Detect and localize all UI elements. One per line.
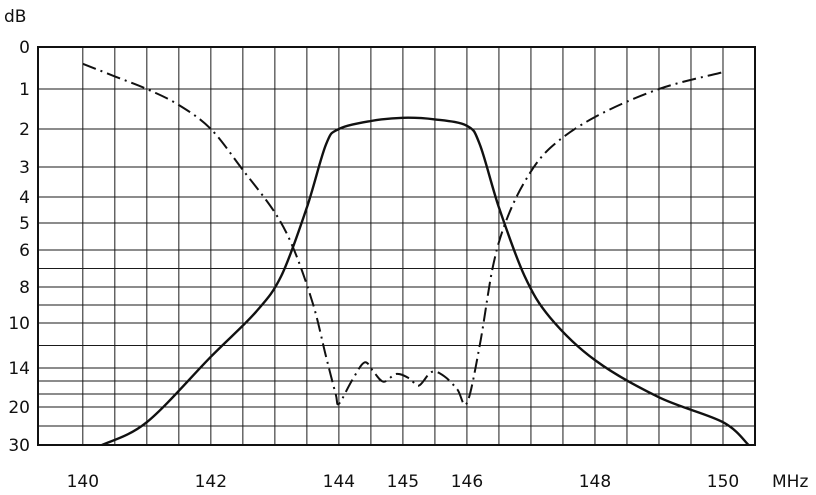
y-tick-label: 6 xyxy=(19,241,30,261)
series-line-dash-dot xyxy=(82,62,724,406)
x-tick-label: 140 xyxy=(67,472,99,492)
y-tick-label: 0 xyxy=(19,38,30,58)
y-tick-label: 3 xyxy=(19,158,30,178)
y-tick-label: 2 xyxy=(19,120,30,140)
x-tick-label: 146 xyxy=(451,472,483,492)
y-tick-label: 4 xyxy=(19,188,30,208)
y-tick-label: 20 xyxy=(8,398,30,418)
y-axis-unit-label: dB xyxy=(4,7,26,27)
grid xyxy=(38,47,755,445)
x-tick-label: 142 xyxy=(195,472,227,492)
x-tick-label: 144 xyxy=(323,472,355,492)
y-tick-label: 5 xyxy=(19,214,30,234)
series-line-solid xyxy=(101,116,750,447)
y-tick-label: 8 xyxy=(19,278,30,298)
plot-frame xyxy=(37,46,756,446)
y-tick-label: 1 xyxy=(19,80,30,100)
x-axis-unit-label: MHz xyxy=(772,472,808,492)
tick-labels: 140 142 144 145 146 148 150 0 1 2 3 4 5 6 8 10 14 20 30 xyxy=(8,38,739,492)
series-group xyxy=(82,62,750,447)
y-tick-label: 14 xyxy=(8,359,30,379)
x-tick-label: 148 xyxy=(579,472,611,492)
y-tick-label: 30 xyxy=(8,436,30,456)
y-tick-label: 10 xyxy=(8,314,30,334)
x-tick-label: 150 xyxy=(707,472,739,492)
x-tick-label: 145 xyxy=(387,472,419,492)
